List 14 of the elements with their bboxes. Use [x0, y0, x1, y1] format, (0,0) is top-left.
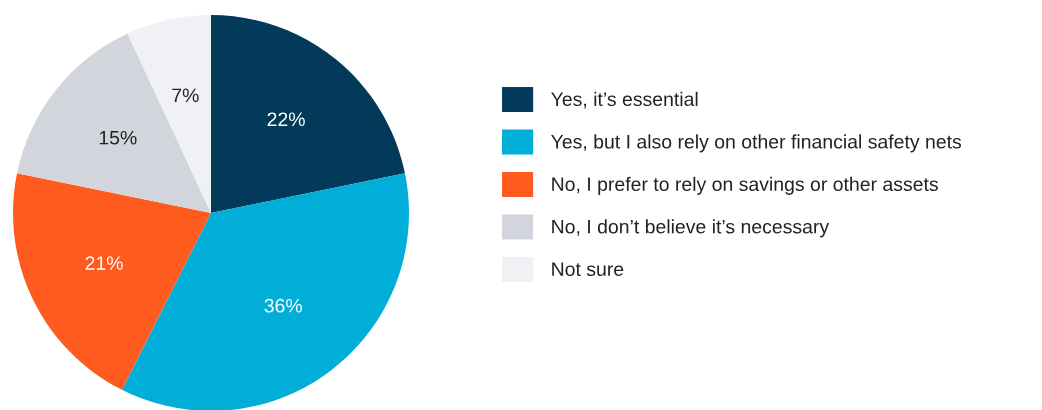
- pie-slice: [17, 33, 211, 213]
- legend-label: Not sure: [552, 262, 624, 277]
- pie-slice: [121, 173, 409, 410]
- data-label: 36%: [264, 298, 302, 313]
- legend-label: Yes, it’s essential: [551, 91, 698, 109]
- legend-label: No, I prefer to rely on savings or other assets: [552, 176, 938, 195]
- pie-slice: [211, 15, 405, 213]
- legend-label: Yes, but I also rely on other financial safety nets: [551, 134, 962, 153]
- data-label: 15%: [99, 130, 137, 145]
- data-label: 21%: [85, 256, 123, 270]
- data-label: 22%: [267, 112, 305, 127]
- legend-label: No, I don’t believe it’s necessary: [552, 219, 830, 238]
- data-label: 7%: [172, 88, 199, 103]
- pie-slice: [13, 173, 211, 390]
